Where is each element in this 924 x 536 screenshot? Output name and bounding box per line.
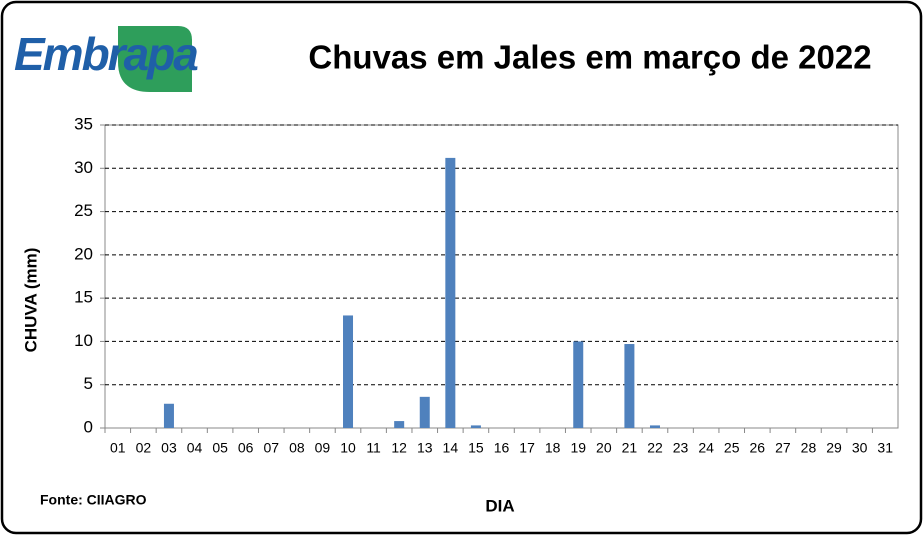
x-tick-label: 08 xyxy=(289,440,305,456)
x-tick-label: 20 xyxy=(596,440,612,456)
x-tick-label: 15 xyxy=(468,440,484,456)
y-tick-label: 20 xyxy=(74,244,93,263)
x-tick-label: 01 xyxy=(110,440,126,456)
bar xyxy=(394,421,405,428)
y-tick-label: 35 xyxy=(74,114,93,133)
x-tick-label: 28 xyxy=(801,440,817,456)
x-tick-label: 05 xyxy=(212,440,228,456)
x-tick-label: 12 xyxy=(391,440,407,456)
x-tick-label: 24 xyxy=(698,440,714,456)
bar xyxy=(624,344,635,428)
x-tick-label: 21 xyxy=(622,440,638,456)
bar xyxy=(470,425,481,428)
y-axis-label: CHUVA (mm) xyxy=(21,248,40,353)
bar xyxy=(573,341,584,428)
x-axis-label: DIA xyxy=(485,496,514,515)
x-tick-label: 11 xyxy=(366,440,381,456)
x-tick-label: 22 xyxy=(647,440,663,456)
x-tick-label: 04 xyxy=(187,440,203,456)
x-tick-label: 13 xyxy=(417,440,433,456)
x-tick-label: 10 xyxy=(340,440,356,456)
y-tick-label: 25 xyxy=(74,201,93,220)
x-tick-label: 03 xyxy=(161,440,177,456)
bar xyxy=(343,315,354,428)
x-tick-label: 18 xyxy=(545,440,561,456)
bar xyxy=(445,157,456,428)
x-tick-label: 02 xyxy=(136,440,152,456)
y-tick-label: 15 xyxy=(74,288,93,307)
x-tick-label: 17 xyxy=(519,440,535,456)
logo: Embrapa xyxy=(14,28,198,80)
y-tick-label: 5 xyxy=(84,374,93,393)
y-tick-label: 30 xyxy=(74,158,93,177)
x-tick-label: 16 xyxy=(494,440,510,456)
x-tick-label: 30 xyxy=(852,440,868,456)
chart-title: Chuvas em Jales em março de 2022 xyxy=(308,39,871,76)
x-tick-label: 09 xyxy=(315,440,331,456)
source: Fonte: CIIAGRO xyxy=(40,492,147,508)
y-tick-label: 0 xyxy=(84,417,93,436)
bar xyxy=(419,396,430,428)
x-tick-label: 29 xyxy=(826,440,842,456)
x-tick-label: 07 xyxy=(263,440,279,456)
x-tick-label: 25 xyxy=(724,440,740,456)
bar xyxy=(163,403,174,428)
x-tick-label: 06 xyxy=(238,440,254,456)
x-tick-label: 23 xyxy=(673,440,689,456)
x-tick-label: 27 xyxy=(775,440,791,456)
y-tick-label: 10 xyxy=(74,331,93,350)
x-tick-label: 19 xyxy=(570,440,586,456)
x-tick-label: 14 xyxy=(443,440,459,456)
x-tick-label: 31 xyxy=(877,440,893,456)
bar xyxy=(649,425,660,428)
logo-shape xyxy=(118,26,192,92)
x-tick-label: 26 xyxy=(750,440,766,456)
